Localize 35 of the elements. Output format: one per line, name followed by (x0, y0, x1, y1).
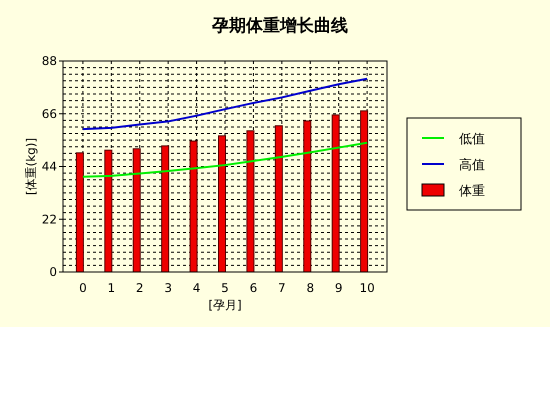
line-series (82, 78, 368, 130)
y-tick-label: 44 (42, 160, 57, 174)
chart-title: 孕期体重增长曲线 (211, 16, 348, 36)
bar (132, 148, 141, 272)
y-tick-label: 22 (42, 212, 57, 226)
x-axis-title: [孕月] (208, 298, 242, 312)
x-tick-label: 5 (221, 281, 229, 295)
x-tick-label: 9 (334, 281, 343, 295)
bar (161, 145, 170, 272)
bar (190, 140, 198, 272)
bar (303, 120, 312, 272)
x-tick-label: 8 (306, 281, 314, 295)
bar (360, 110, 368, 272)
bar (274, 125, 283, 272)
bar (104, 150, 112, 272)
y-tick-label: 66 (42, 106, 57, 121)
x-tick-label: 4 (192, 281, 200, 295)
legend-label: 体重 (459, 184, 485, 199)
x-tick-label: 10 (359, 281, 375, 295)
legend-label: 高值 (459, 157, 485, 173)
y-tick-label: 88 (42, 54, 57, 68)
x-tick-label: 6 (250, 281, 258, 295)
legend-label: 低值 (459, 132, 485, 147)
x-tick-label: 0 (79, 281, 87, 295)
x-tick-label: 3 (164, 281, 172, 295)
bar (332, 114, 340, 272)
y-tick-label: 0 (49, 265, 57, 279)
bar (218, 135, 226, 272)
x-tick-label: 1 (107, 281, 116, 295)
line-series (82, 142, 368, 178)
bar (76, 152, 84, 272)
y-axis-title: [体重(kg)] (24, 138, 38, 196)
x-tick-label: 2 (136, 281, 144, 295)
x-tick-label: 7 (278, 281, 286, 295)
bar (246, 130, 254, 272)
